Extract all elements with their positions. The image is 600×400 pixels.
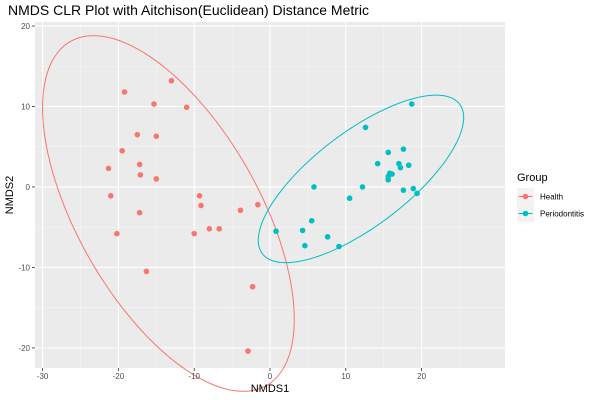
point-health [143, 268, 150, 275]
point-periodontitis [385, 149, 392, 156]
point-health [249, 283, 256, 290]
confidence-ellipses [42, 35, 465, 392]
point-periodontitis [405, 162, 412, 169]
point-health [151, 101, 157, 107]
point-periodontitis [374, 160, 381, 167]
point-periodontitis [311, 184, 317, 190]
y-tick-label: 0 [26, 183, 31, 192]
point-health [191, 230, 197, 237]
point-periodontitis [302, 242, 308, 249]
x-tick-label: 20 [417, 372, 426, 381]
legend-key-point [522, 193, 529, 200]
point-health [206, 225, 213, 232]
point-health [134, 131, 141, 138]
point-periodontitis [414, 190, 420, 197]
point-periodontitis [346, 195, 353, 202]
point-periodontitis [385, 176, 392, 183]
point-health [216, 225, 223, 232]
y-axis: -20 -10 0 10 20 [18, 22, 35, 353]
point-health [168, 77, 175, 84]
x-axis-title: NMDS1 [251, 383, 290, 395]
point-health [114, 230, 120, 237]
y-tick-label: -10 [18, 263, 30, 272]
point-periodontitis [336, 243, 342, 250]
y-tick-label: -20 [18, 344, 30, 353]
legend-label-health: Health [540, 193, 563, 202]
x-tick-label: 0 [268, 372, 273, 381]
point-periodontitis [408, 101, 415, 107]
point-health [121, 89, 128, 95]
point-health [137, 172, 144, 178]
point-health [255, 201, 261, 208]
point-periodontitis [397, 164, 404, 171]
point-health [136, 161, 143, 168]
legend: Group Health Periodontitis [517, 172, 584, 222]
point-periodontitis [299, 227, 306, 234]
point-health [153, 176, 160, 182]
point-health [153, 133, 160, 140]
chart-title: NMDS CLR Plot with Aitchison(Euclidean) … [8, 2, 369, 18]
x-tick-label: -30 [37, 372, 49, 381]
point-health [198, 202, 204, 209]
point-health [245, 348, 251, 354]
legend-key-point [522, 210, 529, 217]
grid-lines [35, 22, 505, 368]
x-tick-label: -10 [188, 372, 200, 381]
point-periodontitis [273, 228, 279, 235]
legend-label-periodontitis: Periodontitis [540, 210, 584, 219]
ellipse-health [42, 35, 295, 392]
data-points [105, 77, 420, 354]
x-tick-label: 10 [341, 372, 350, 381]
legend-title: Group [517, 172, 548, 184]
point-periodontitis [359, 184, 366, 190]
point-periodontitis [308, 217, 315, 224]
ellipse-periodontitis [257, 94, 465, 264]
point-health [183, 104, 190, 111]
point-health [108, 193, 114, 199]
x-tick-label: -20 [113, 372, 125, 381]
point-periodontitis [410, 185, 417, 192]
point-periodontitis [400, 187, 407, 193]
point-periodontitis [362, 124, 369, 131]
y-axis-title: NMDS2 [4, 176, 16, 215]
point-health [105, 165, 112, 172]
y-tick-label: 10 [21, 102, 30, 111]
x-axis: -30 -20 -10 0 10 20 [37, 368, 427, 381]
y-tick-label: 20 [21, 22, 30, 31]
point-periodontitis [324, 234, 331, 240]
point-health [237, 207, 244, 214]
point-periodontitis [400, 146, 407, 152]
point-health [196, 193, 203, 199]
point-health [119, 147, 125, 154]
point-health [136, 209, 143, 216]
